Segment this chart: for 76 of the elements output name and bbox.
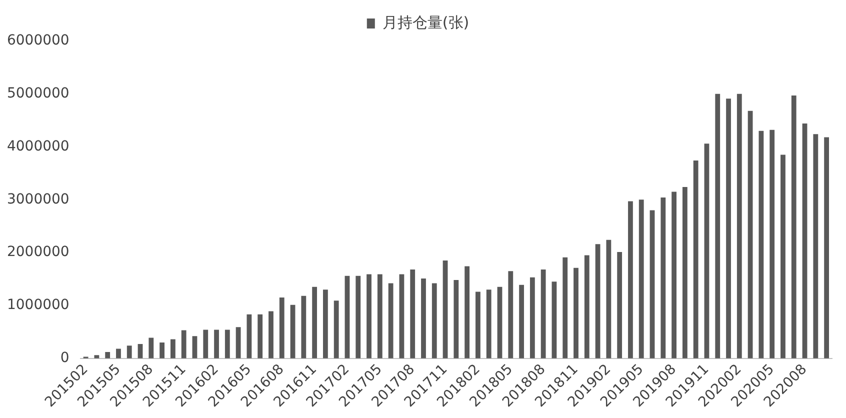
bar bbox=[726, 98, 731, 358]
bar bbox=[464, 266, 470, 358]
bar bbox=[236, 327, 241, 358]
bar bbox=[181, 330, 186, 358]
bar bbox=[301, 296, 306, 358]
bar bbox=[617, 252, 622, 358]
bar bbox=[715, 94, 720, 358]
bar bbox=[192, 336, 198, 358]
bar bbox=[399, 274, 404, 358]
y-tick-label: 4000000 bbox=[6, 138, 70, 154]
bar bbox=[224, 330, 230, 358]
bar bbox=[584, 255, 590, 358]
bar bbox=[268, 311, 274, 358]
bar bbox=[105, 352, 110, 358]
y-tick-label: 1000000 bbox=[6, 297, 70, 314]
bar bbox=[116, 348, 121, 358]
bar bbox=[748, 110, 753, 358]
bar bbox=[160, 342, 165, 358]
bar bbox=[442, 260, 448, 358]
bar bbox=[334, 300, 339, 358]
bar bbox=[377, 274, 382, 358]
bar bbox=[574, 268, 578, 358]
y-tick-label: 2000000 bbox=[6, 244, 70, 260]
bar bbox=[148, 338, 154, 358]
bar bbox=[508, 271, 514, 358]
bar bbox=[312, 286, 318, 358]
bar bbox=[704, 144, 710, 358]
bar bbox=[638, 200, 644, 358]
bar bbox=[562, 257, 568, 358]
bar bbox=[497, 286, 502, 358]
y-tick-label: 0 bbox=[60, 350, 70, 366]
bar bbox=[650, 210, 655, 358]
bar bbox=[540, 269, 546, 358]
bar bbox=[388, 283, 394, 358]
legend-label: 月持仓量(张) bbox=[382, 13, 470, 32]
bar bbox=[802, 124, 808, 358]
bar bbox=[366, 274, 372, 358]
bar bbox=[94, 355, 100, 358]
bar bbox=[421, 278, 426, 358]
bar bbox=[138, 344, 143, 358]
bar bbox=[476, 292, 480, 358]
bar bbox=[432, 283, 437, 358]
bar bbox=[214, 330, 219, 358]
bar bbox=[758, 130, 764, 358]
bar bbox=[530, 277, 535, 358]
bar bbox=[356, 276, 361, 358]
bar bbox=[279, 298, 284, 358]
bar bbox=[519, 284, 524, 358]
y-tick-label: 6000000 bbox=[6, 32, 70, 49]
bar bbox=[552, 282, 557, 358]
bar bbox=[628, 201, 633, 358]
bar bbox=[454, 280, 459, 358]
bar bbox=[486, 290, 492, 358]
bar bbox=[791, 95, 796, 358]
bar bbox=[606, 240, 612, 358]
bar bbox=[258, 314, 263, 358]
y-tick-label: 3000000 bbox=[6, 191, 70, 208]
bar bbox=[780, 154, 786, 358]
bar bbox=[813, 134, 818, 358]
bar bbox=[170, 339, 176, 358]
bar bbox=[203, 330, 208, 358]
bar bbox=[290, 304, 296, 358]
bar bbox=[770, 130, 775, 358]
bar bbox=[660, 198, 666, 358]
bar bbox=[126, 346, 132, 358]
bar bbox=[246, 314, 252, 358]
y-tick-label: 5000000 bbox=[6, 86, 70, 102]
bar bbox=[736, 94, 742, 358]
bar bbox=[323, 290, 328, 358]
bar bbox=[693, 160, 698, 358]
bar bbox=[344, 276, 350, 358]
bar bbox=[682, 186, 688, 358]
bar bbox=[672, 192, 676, 358]
bar bbox=[824, 137, 830, 358]
bar bbox=[595, 244, 600, 358]
bar bbox=[410, 269, 416, 358]
